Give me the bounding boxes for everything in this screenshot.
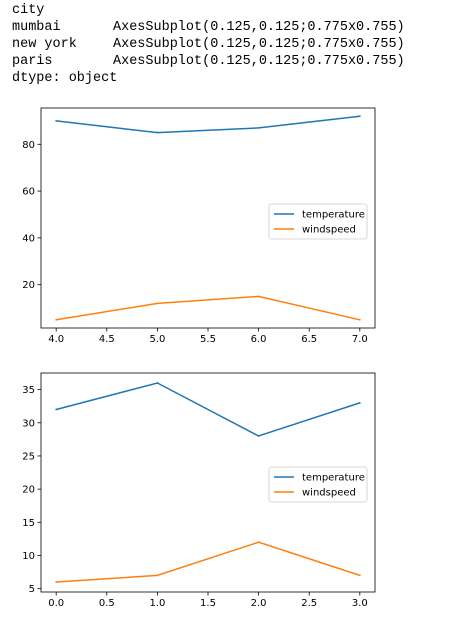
row-value: AxesSubplot(0.125,0.125;0.775x0.755) [113,37,405,52]
series-line-windspeed [56,295,360,321]
y-tick-label: 35 [22,385,35,396]
y-tick-label: 30 [22,418,35,429]
x-tick-label: 6.5 [301,334,317,345]
data-point-windspeed [257,541,260,544]
series-line-windspeed [56,541,361,583]
y-tick-label: 25 [22,451,35,462]
y-tick-label: 40 [22,233,35,244]
row-value: AxesSubplot(0.125,0.125;0.775x0.755) [113,20,405,35]
city-label: mumbai [12,20,61,35]
data-point-temperature [156,131,159,134]
data-point-windspeed [257,295,260,298]
x-tick-label: 3.0 [352,598,368,609]
data-point-windspeed [358,574,361,577]
data-point-temperature [257,435,260,437]
y-tick-label: 10 [22,551,35,562]
data-point-temperature [55,119,58,122]
output-row-paris: paris AxesSubplot(0.125,0.125;0.775x0.755… [12,53,405,70]
x-tick-label: 1.5 [200,598,216,609]
data-point-windspeed [358,318,361,321]
data-point-temperature [358,115,361,118]
series-line-temperature [56,115,360,134]
index-name: city [12,3,45,18]
x-tick-label: 5.5 [200,334,216,345]
output-row-mumbai: mumbai AxesSubplot(0.125,0.125;0.775x0.75… [12,19,405,36]
legend-label: temperature [302,210,365,221]
city-label: new york [12,37,77,52]
data-point-windspeed [156,574,159,577]
data-point-windspeed [55,318,58,321]
row-value: AxesSubplot(0.125,0.125;0.775x0.755) [113,54,405,69]
x-tick-label: 2.5 [301,598,317,609]
legend-label: windspeed [302,225,356,236]
y-tick-label: 60 [22,187,35,198]
legend-label: temperature [302,473,365,484]
y-tick-label: 15 [22,518,35,529]
data-point-windspeed [156,302,159,305]
data-point-temperature [257,126,260,129]
legend-box [268,203,368,240]
y-tick-label: 80 [22,140,35,151]
x-tick-label: 1.0 [149,598,165,609]
x-tick-label: 6.0 [251,334,267,345]
output-row-new-york: new york AxesSubplot(0.125,0.125;0.775x0.… [12,36,405,53]
x-tick-label: 4.5 [99,334,115,345]
data-point-windspeed [55,581,58,583]
line-chart-1: 4.0 4.5 5.0 5.5 6.0 6.5 7.0 20 40 60 80 temperature… [22,107,376,345]
y-tick-label: 5 [29,584,35,595]
cell-output: city mumbai AxesSubplot(0.125,0.125;0.775x… [12,2,405,87]
data-point-temperature [55,408,58,411]
data-point-temperature [358,401,361,404]
legend-box [268,466,368,503]
y-tick-label: 20 [22,485,35,496]
x-tick-label: 0.5 [99,598,115,609]
data-point-temperature [156,382,159,384]
x-tick-label: 0.0 [48,598,64,609]
y-tick-label: 20 [22,280,35,291]
dtype-line: dtype: object [12,71,118,86]
series-line-temperature [56,382,361,437]
x-tick-label: 4.0 [48,334,64,345]
legend-label: windspeed [302,488,356,499]
x-tick-label: 5.0 [149,334,165,345]
x-tick-label: 7.0 [352,334,368,345]
city-label: paris [12,54,53,69]
x-tick-label: 2.0 [251,598,267,609]
line-chart-2: 0.0 0.5 1.0 1.5 2.0 2.5 3.0 5 10 15 20 25 30 35 temper… [22,372,376,609]
